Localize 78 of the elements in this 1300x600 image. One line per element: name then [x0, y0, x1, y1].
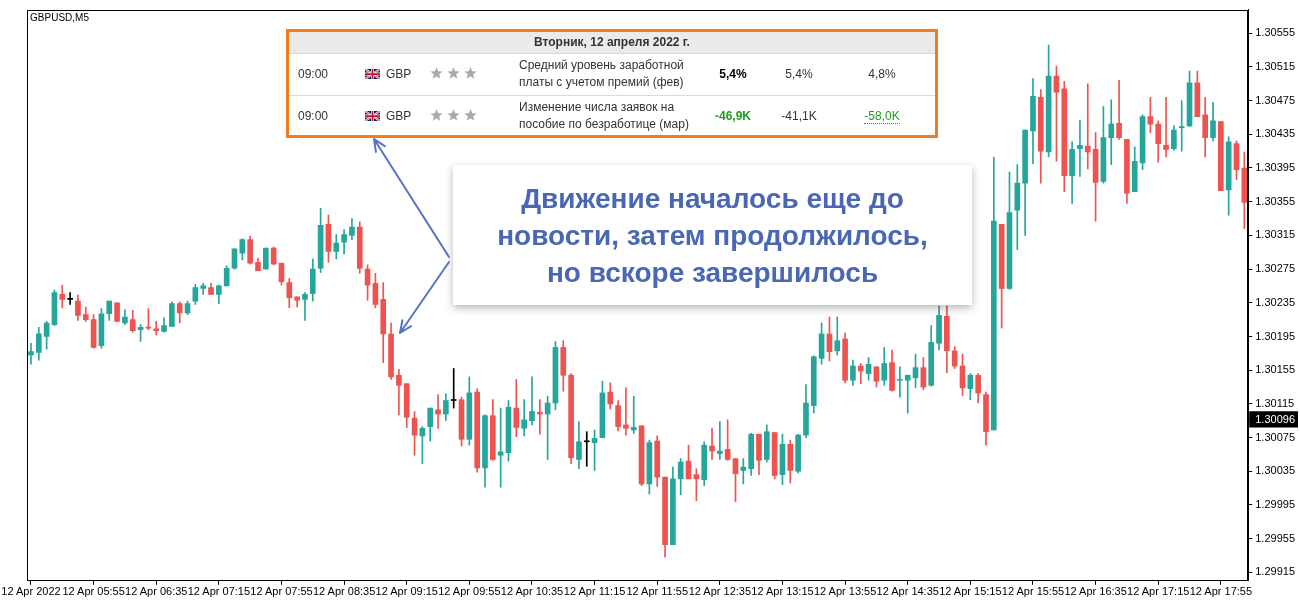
candlestick: [709, 427, 715, 460]
x-tick-label: 12 Apr 12:35: [688, 585, 752, 598]
candlestick: [1178, 100, 1185, 152]
candlestick: [623, 387, 629, 436]
candlestick: [1116, 80, 1122, 140]
candlestick: [450, 368, 457, 409]
y-tick-label: 1.29995: [1255, 498, 1295, 511]
candlestick: [435, 394, 441, 429]
y-tick-label: 1.30075: [1255, 430, 1295, 443]
candlestick: [857, 363, 864, 384]
candlestick: [1108, 99, 1115, 165]
chart-title: GBPUSD,M5: [30, 11, 89, 23]
x-tick-label: 12 Apr 06:35: [125, 585, 188, 598]
candlestick: [529, 376, 535, 426]
candlestick: [717, 421, 723, 460]
candlestick: [302, 292, 308, 321]
x-tick-label: 12 Apr 10:35: [500, 585, 564, 598]
y-tick-label: 1.30435: [1255, 127, 1295, 140]
y-tick-label: 1.30096: [1255, 412, 1295, 425]
y-tick-label: 1.30155: [1255, 363, 1295, 376]
annotation: Движение началось еще до новости, затем продолжилось, но вскоре завершилось: [496, 181, 929, 290]
candlestick: [521, 399, 527, 437]
annotation: -46,9K: [714, 109, 752, 123]
x-tick-label: 12 Apr 14:35: [876, 585, 939, 598]
candlestick: [153, 320, 160, 336]
annotation: -58,0K: [864, 109, 900, 124]
x-tick-label: 12 Apr 08:35: [312, 585, 376, 598]
candlestick: [904, 374, 911, 414]
candlestick: [1077, 119, 1083, 177]
x-tick-label: 12 Apr 07:55: [250, 585, 313, 598]
candlestick: [28, 342, 34, 365]
y-tick-label: 1.30515: [1255, 59, 1295, 72]
y-tick-label: 1.30195: [1255, 329, 1295, 342]
candlestick: [897, 366, 903, 398]
candlestick: [1084, 83, 1091, 170]
annotation: GBP: [386, 109, 412, 123]
candlestick: [1163, 96, 1169, 158]
candlestick: [396, 369, 402, 416]
y-tick-label: 1.30115: [1255, 396, 1295, 409]
x-tick-label: 12 Apr 15:15: [939, 585, 1002, 598]
y-tick-label: 1.30355: [1255, 194, 1295, 207]
annotation: GBP: [386, 67, 412, 81]
x-tick-label: 12 Apr 2022: [1, 585, 61, 598]
x-tick-label: 12 Apr 13:55: [813, 585, 877, 598]
y-tick-label: 1.29955: [1255, 531, 1295, 544]
candlestick: [630, 395, 637, 434]
x-tick-label: 12 Apr 07:15: [187, 585, 251, 598]
annotation: 5,4%: [718, 67, 748, 81]
y-tick-label: 1.30555: [1255, 26, 1295, 39]
annotation: Изменение числа заявок на пособие по безработице (мар): [519, 99, 690, 133]
x-tick-label: 12 Apr 11:55: [626, 585, 689, 598]
x-tick-label: 12 Apr 17:55: [1189, 585, 1253, 598]
annotation: 09:00: [298, 67, 329, 81]
annotation: 4,8%: [868, 67, 896, 81]
x-tick-label: 12 Apr 17:15: [1127, 585, 1190, 598]
x-tick-label: 12 Apr 05:55: [62, 585, 125, 598]
annotation: 09:00: [298, 109, 329, 123]
x-tick-label: 12 Apr 16:35: [1064, 585, 1127, 598]
annotation: -41,1K: [780, 109, 818, 123]
x-tick-label: 12 Apr 09:15: [375, 585, 438, 598]
y-tick-label: 1.30315: [1255, 228, 1295, 241]
annotation: Средний уровень заработной платы с учетом премий (фев): [519, 57, 685, 91]
x-tick-label: 12 Apr 15:55: [1001, 585, 1065, 598]
x-tick-label: 12 Apr 09:55: [438, 585, 501, 598]
candlestick: [740, 458, 747, 485]
y-tick-label: 1.30475: [1255, 93, 1295, 106]
y-tick-label: 1.30235: [1255, 295, 1295, 308]
y-tick-label: 1.29915: [1255, 565, 1295, 578]
candlestick: [536, 399, 543, 435]
x-tick-label: 12 Apr 13:15: [751, 585, 814, 598]
y-tick-label: 1.30275: [1255, 262, 1295, 275]
annotation: 5,4%: [784, 67, 814, 81]
candlestick: [67, 292, 73, 305]
y-tick-label: 1.30395: [1255, 161, 1295, 174]
candlestick: [200, 283, 207, 295]
candlestick: [583, 431, 590, 467]
x-tick-label: 12 Apr 11:15: [563, 585, 626, 598]
y-tick-label: 1.30035: [1255, 464, 1295, 477]
